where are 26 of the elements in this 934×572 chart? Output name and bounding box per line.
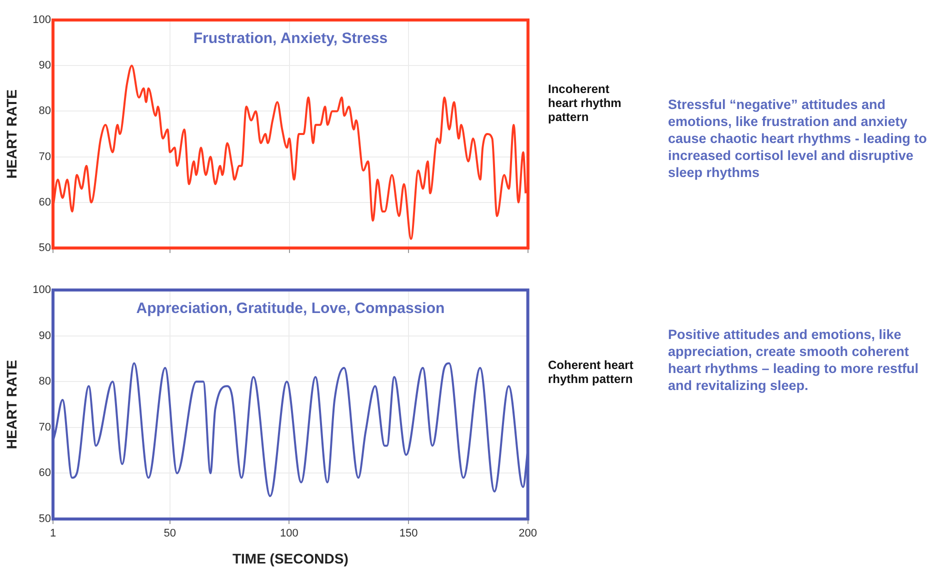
y-tick-label: 90 [38, 60, 51, 72]
text: Incoherent heart rhythm pattern [548, 82, 622, 124]
x-tick-label: 100 [280, 528, 298, 540]
x-tick-label: 1 [50, 528, 56, 540]
y-tick-label: 50 [38, 242, 51, 254]
text: Stressful “negative” attitudes and emotions, like frustration and anxiety cause chaotic heart rhythms - leading to increased cortisol level and disruptive sleep rhythms [668, 96, 928, 181]
x-tick-label: 150 [399, 528, 418, 540]
x-tick-label: 50 [164, 528, 176, 540]
y-tick-label: 70 [38, 150, 51, 163]
text: Frustration, Anxiety, Stress [192, 30, 389, 47]
x-axis-title: TIME (SECONDS) [232, 550, 348, 566]
y-tick-label: 70 [38, 421, 51, 434]
x-tick-label: 200 [518, 528, 538, 540]
y-tick-label: 90 [38, 330, 51, 342]
y-tick-label: 100 [32, 14, 51, 26]
y-tick-label: 100 [32, 284, 51, 296]
y-tick-label: 80 [38, 105, 51, 118]
text: Coherent heart rhythm pattern [548, 358, 634, 386]
y-axis-title: HEART RATE [3, 360, 20, 450]
text: Appreciation, Gratitude, Love, Compassion [135, 300, 446, 317]
y-tick-label: 60 [38, 196, 51, 208]
text: Positive attitudes and emotions, like appreciation, create smooth coherent heart rhythms – leading to more restful and revitalizing sleep. [668, 326, 920, 394]
y-tick-label: 80 [38, 376, 51, 388]
y-tick-label: 50 [38, 513, 51, 526]
y-axis-title: HEART RATE [3, 89, 20, 179]
y-tick-label: 60 [38, 467, 51, 480]
